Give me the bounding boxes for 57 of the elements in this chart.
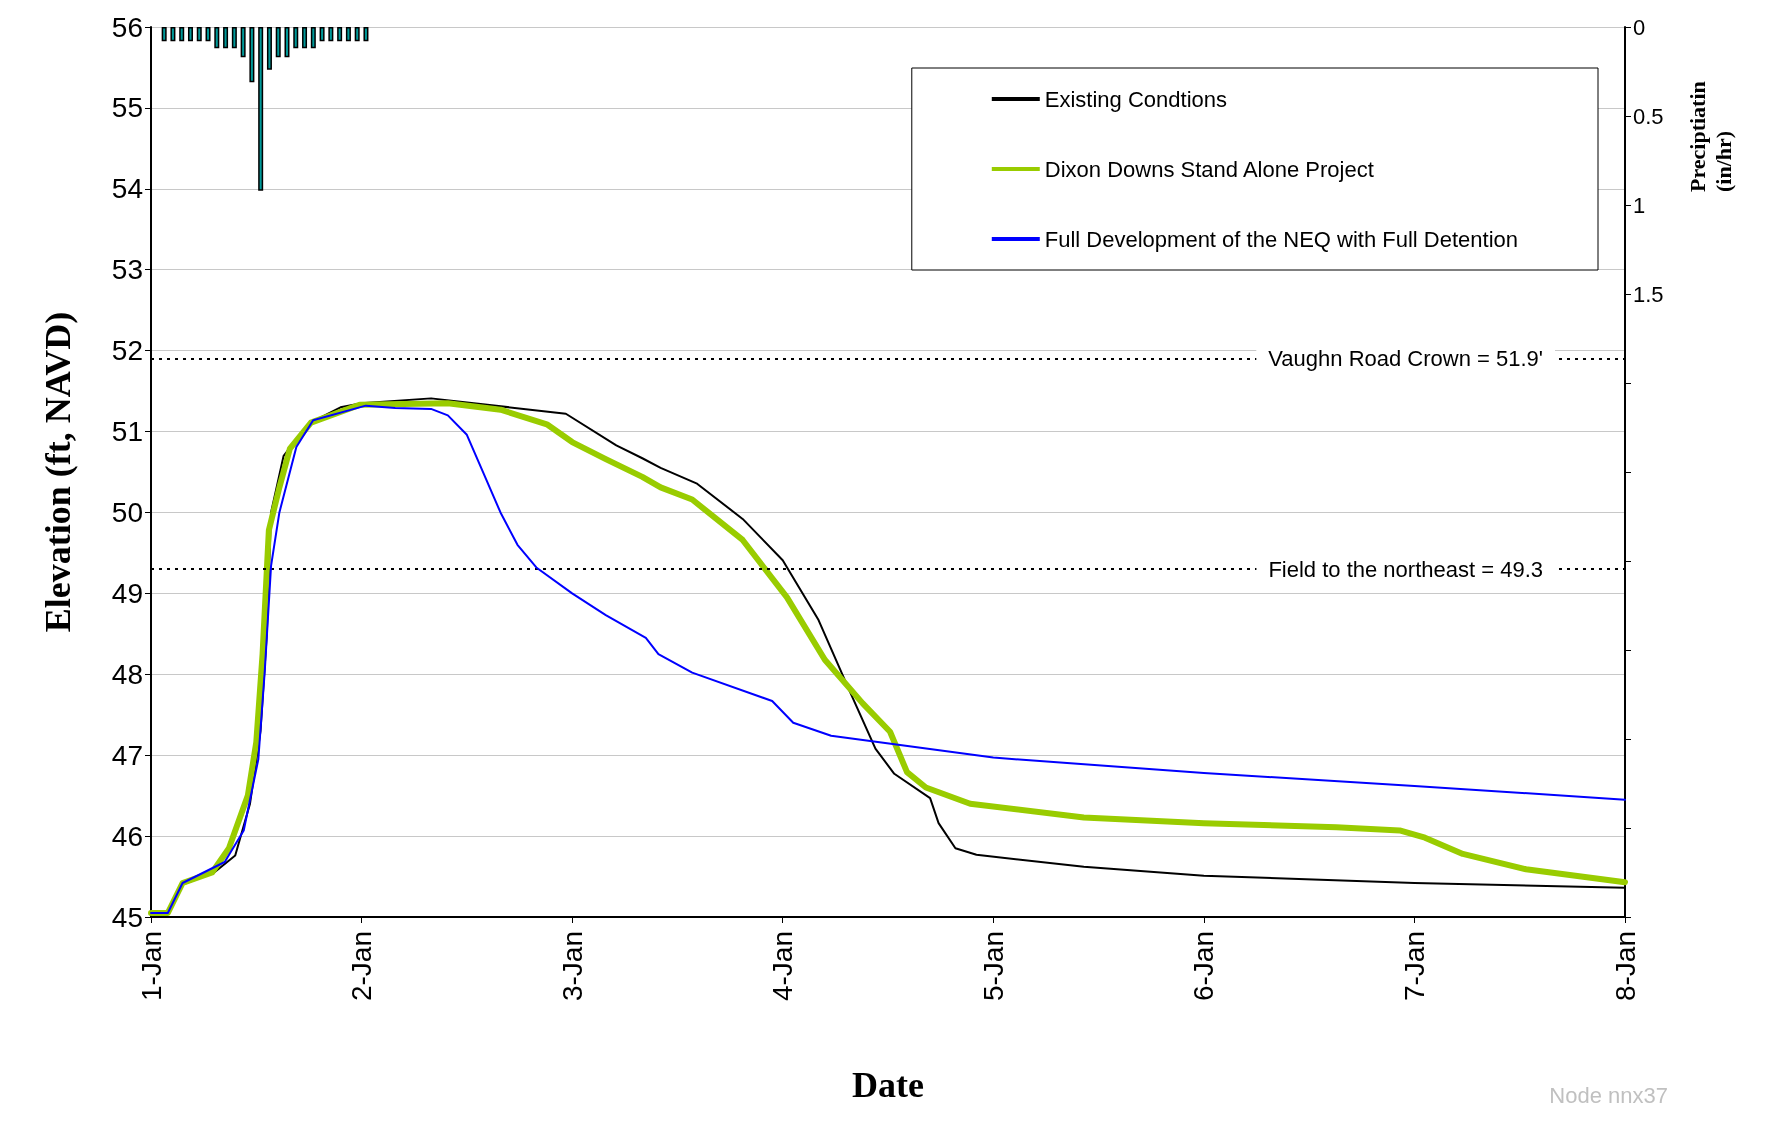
y-axis-title: Elevation (ft, NAVD): [38, 311, 78, 633]
y2-tick-label: 1.5: [1633, 281, 1664, 307]
bar: [240, 27, 246, 58]
bar: [179, 27, 185, 42]
bar: [187, 27, 193, 42]
legend-label: Dixon Downs Stand Alone Project: [1044, 156, 1374, 182]
y-tick-label: 56: [111, 11, 143, 43]
y-tick-label: 51: [111, 416, 143, 448]
y-tick-label: 53: [111, 254, 143, 286]
x-tick-label: 6-Jan: [1188, 931, 1220, 1002]
y2-tick-label: 0.5: [1633, 103, 1664, 129]
x-axis-title: Date: [852, 1065, 924, 1105]
bar: [205, 27, 211, 42]
text: Node nnx37: [1549, 1082, 1669, 1108]
legend-label: Existing Condtions: [1044, 86, 1227, 112]
bar: [302, 27, 308, 49]
bar: [354, 27, 360, 42]
y-tick-label: 52: [111, 335, 143, 367]
bar: [275, 27, 281, 58]
x-tick-label: 8-Jan: [1609, 931, 1641, 1002]
bar: [214, 27, 220, 49]
y-tick-label: 55: [111, 92, 143, 124]
bar: [310, 27, 316, 49]
bar: [249, 27, 255, 83]
y-tick-label: 50: [111, 496, 143, 528]
bar: [231, 27, 237, 49]
bar: [337, 27, 343, 42]
x-tick-label: 3-Jan: [556, 931, 588, 1002]
bar: [170, 27, 176, 42]
bar: [223, 27, 229, 49]
bar: [266, 27, 272, 70]
bar: [196, 27, 202, 42]
y2-tick-label: 0: [1633, 14, 1646, 40]
y-tick-label: 45: [111, 901, 143, 933]
bar: [293, 27, 299, 49]
x-tick-label: 1-Jan: [135, 931, 167, 1002]
bar: [345, 27, 351, 42]
y-tick-label: 47: [111, 739, 143, 771]
bar: [363, 27, 369, 42]
bar: [319, 27, 325, 42]
ref-line-label: Field to the northeast = 49.3: [1268, 556, 1543, 582]
x-tick-label: 5-Jan: [977, 931, 1009, 1002]
x-tick-label: 4-Jan: [767, 931, 799, 1002]
bar: [161, 27, 167, 42]
bar: [328, 27, 334, 42]
y-tick-label: 49: [111, 577, 143, 609]
y-tick-label: 46: [111, 820, 143, 852]
x-tick-label: 7-Jan: [1398, 931, 1430, 1002]
x-tick-label: 2-Jan: [346, 931, 378, 1002]
y-tick-label: 54: [111, 173, 143, 205]
y-tick-label: 48: [111, 658, 143, 690]
ref-line-label: Vaughn Road Crown = 51.9': [1268, 346, 1543, 372]
bar: [284, 27, 290, 58]
y2-axis-title: Preciptiatin (in/hr): [1684, 81, 1736, 192]
legend-label: Full Development of the NEQ with Full Detention: [1044, 226, 1518, 252]
bar: [258, 27, 264, 191]
y2-tick-label: 1: [1633, 192, 1646, 218]
